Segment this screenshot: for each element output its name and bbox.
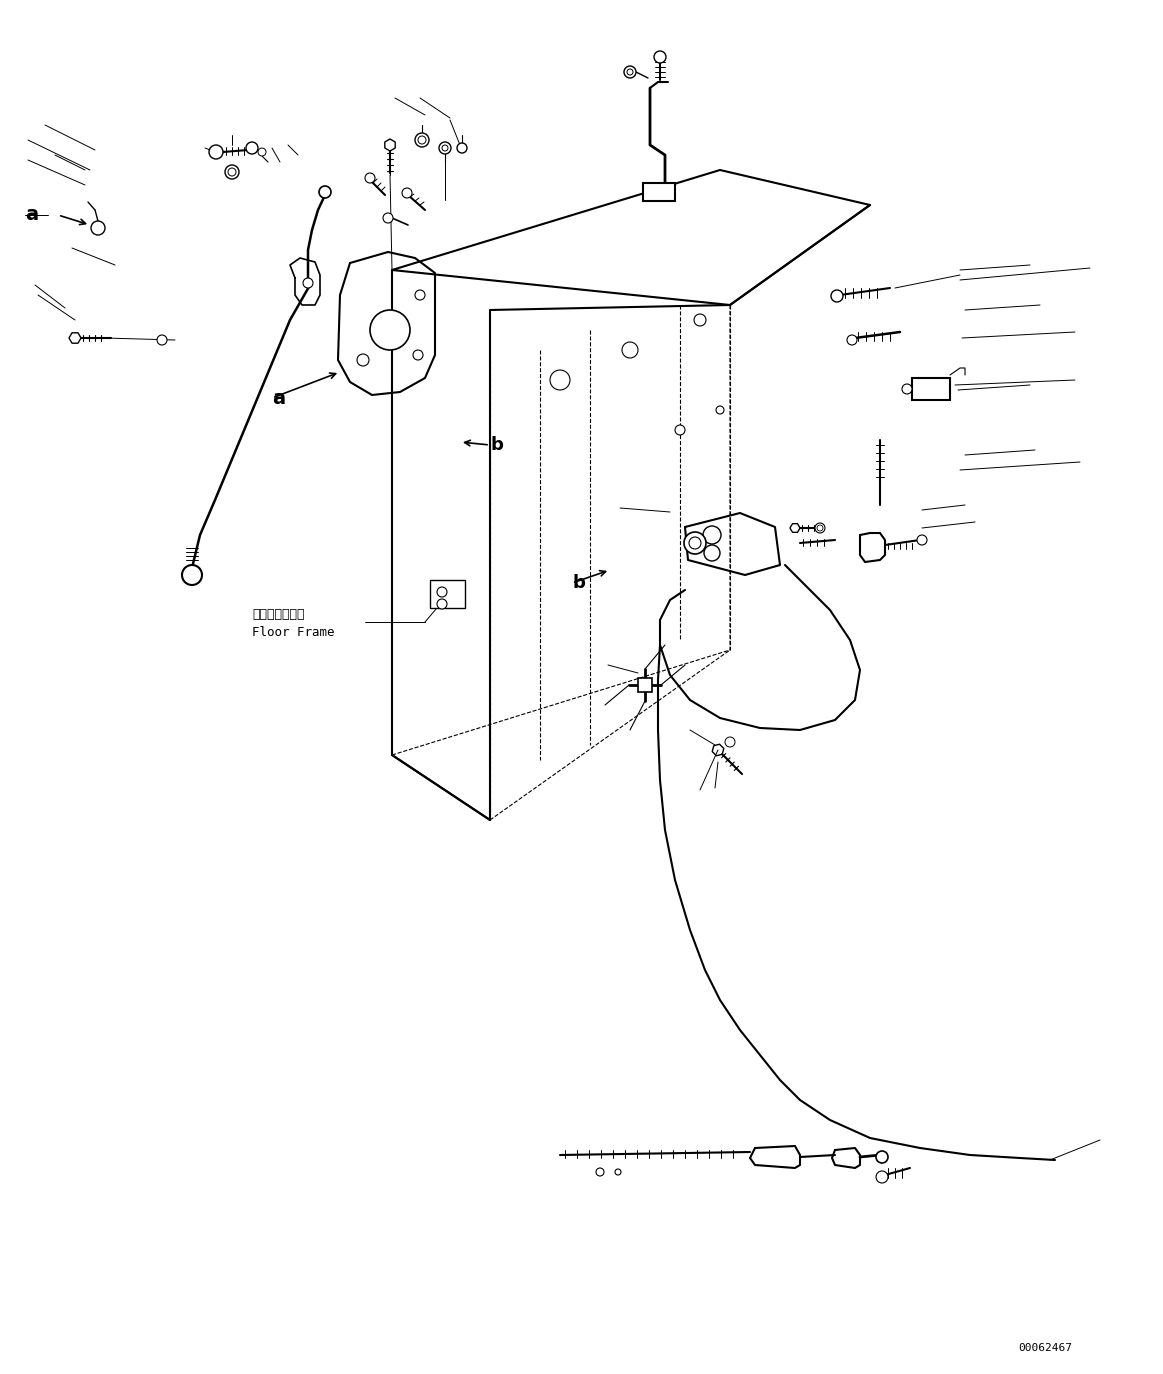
- Bar: [643, 183, 675, 201]
- Circle shape: [627, 69, 633, 76]
- Circle shape: [716, 405, 725, 414]
- Circle shape: [357, 354, 369, 365]
- Circle shape: [457, 143, 468, 153]
- Text: b: b: [490, 436, 502, 453]
- Circle shape: [815, 523, 825, 533]
- Circle shape: [413, 350, 423, 360]
- Text: a: a: [272, 389, 285, 408]
- Circle shape: [832, 290, 843, 302]
- Circle shape: [304, 278, 313, 289]
- Circle shape: [876, 1151, 889, 1162]
- Text: フロアフレーム: フロアフレーム: [252, 609, 305, 621]
- Circle shape: [415, 290, 424, 300]
- Circle shape: [725, 736, 735, 747]
- Circle shape: [704, 545, 720, 561]
- Circle shape: [370, 311, 411, 350]
- Circle shape: [258, 148, 266, 157]
- Circle shape: [224, 165, 240, 179]
- Circle shape: [365, 173, 374, 183]
- Text: 00062467: 00062467: [1018, 1342, 1072, 1353]
- Circle shape: [437, 599, 447, 609]
- Circle shape: [625, 66, 636, 78]
- Circle shape: [157, 335, 167, 345]
- Bar: [430, 580, 465, 609]
- Circle shape: [654, 51, 666, 63]
- Circle shape: [442, 146, 448, 151]
- Circle shape: [916, 534, 927, 545]
- Circle shape: [902, 383, 912, 394]
- Bar: [638, 677, 652, 692]
- Circle shape: [694, 315, 706, 326]
- Circle shape: [684, 532, 706, 554]
- Text: b: b: [572, 574, 585, 592]
- Circle shape: [383, 213, 393, 223]
- Circle shape: [437, 587, 447, 596]
- Circle shape: [418, 136, 426, 144]
- Circle shape: [816, 525, 823, 530]
- Circle shape: [228, 168, 236, 176]
- Bar: [912, 378, 950, 400]
- Circle shape: [675, 425, 685, 436]
- Circle shape: [438, 142, 451, 154]
- Circle shape: [688, 537, 701, 550]
- Circle shape: [181, 565, 202, 585]
- Circle shape: [415, 133, 429, 147]
- Text: a: a: [24, 206, 38, 224]
- Circle shape: [319, 185, 331, 198]
- Circle shape: [595, 1168, 604, 1176]
- Circle shape: [402, 188, 412, 198]
- Text: Floor Frame: Floor Frame: [252, 625, 335, 639]
- Circle shape: [209, 146, 223, 159]
- Circle shape: [847, 335, 857, 345]
- Circle shape: [550, 370, 570, 390]
- Circle shape: [91, 221, 105, 235]
- Circle shape: [247, 142, 258, 154]
- Circle shape: [622, 342, 638, 359]
- Circle shape: [876, 1171, 889, 1183]
- Circle shape: [702, 526, 721, 544]
- Circle shape: [615, 1169, 621, 1175]
